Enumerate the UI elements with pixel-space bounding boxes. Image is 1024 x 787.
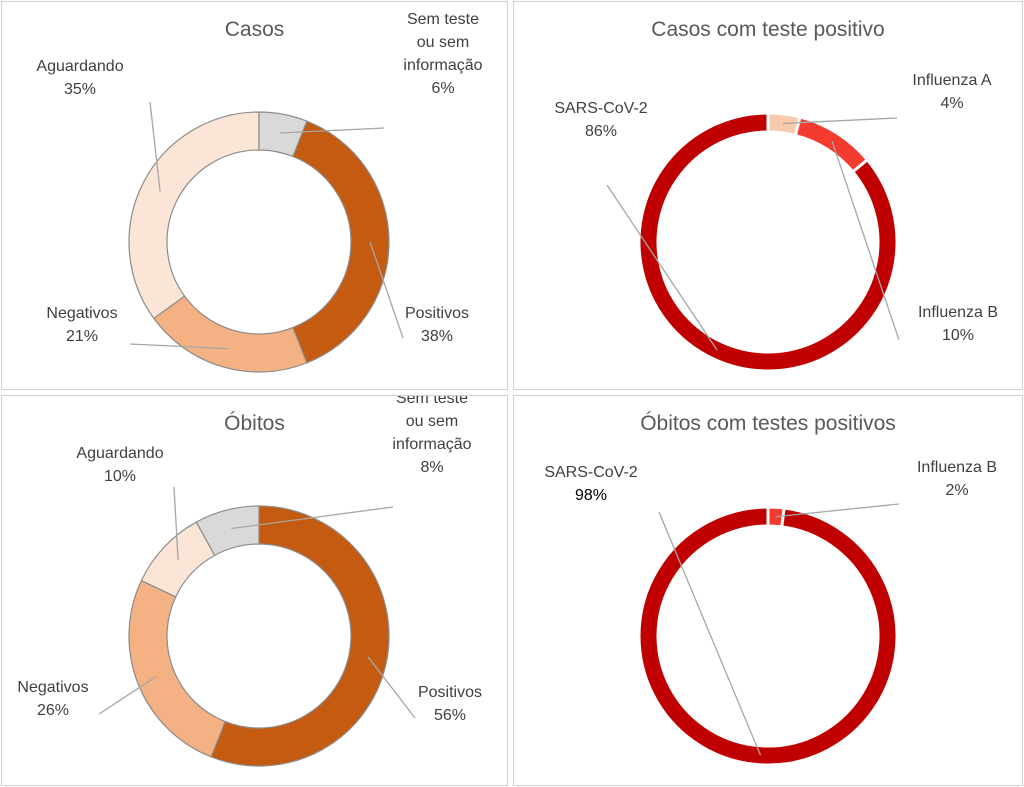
data-label-category: Aguardando (36, 58, 123, 75)
data-label-value: 2% (945, 482, 968, 499)
leader-line (367, 656, 416, 719)
data-label-value: 4% (940, 95, 963, 112)
data-label-category: Aguardando (76, 445, 163, 462)
data-labels: Influenza B 2% SARS-CoV-2 98% (544, 459, 997, 504)
data-label-category: Negativos (46, 305, 117, 322)
data-label-category: Sem teste (396, 396, 468, 407)
slice-influenza-b (793, 115, 870, 174)
data-label-value: 21% (66, 328, 98, 345)
data-label-value: 26% (37, 702, 69, 719)
slice-aguardando (128, 111, 260, 320)
leader-line (775, 503, 900, 518)
slice-sem-teste-ou-sem-informa-o (258, 111, 308, 158)
data-label-value: 86% (585, 123, 617, 140)
slices (637, 505, 899, 767)
data-label-category: ou sem (417, 34, 469, 51)
data-label-category: Positivos (405, 305, 469, 322)
leader-line (831, 140, 900, 341)
panel-obitos: Óbitos Positivos 56% Negativos 26% Aguardand… (1, 395, 508, 786)
slice-negativos (128, 579, 226, 758)
data-label-category: SARS-CoV-2 (544, 464, 637, 481)
slices (128, 111, 390, 373)
data-label-category: Negativos (17, 679, 88, 696)
slice-negativos (152, 295, 308, 373)
donut-chart-casos-positivos: Influenza A 4% Influenza B 10% SARS-CoV-2 86% (554, 72, 998, 373)
leader-line (606, 184, 718, 351)
donut-chart-obitos: Positivos 56% Negativos 26% Aguardando 10% Sem… (17, 396, 482, 767)
data-label-category: Influenza B (918, 304, 998, 321)
data-label-value: 10% (104, 468, 136, 485)
data-label-category: informação (403, 57, 482, 74)
leader-line (369, 241, 404, 339)
chart-title: Óbitos (224, 412, 285, 435)
data-label-value: 6% (431, 80, 454, 97)
slice-positivos (210, 505, 390, 767)
data-label-category: Influenza B (917, 459, 997, 476)
donut-chart-obitos-positivos: Influenza B 2% SARS-CoV-2 98% (544, 459, 997, 767)
leader-line (658, 511, 762, 756)
leader-line (129, 343, 229, 350)
leader-line (279, 127, 385, 134)
leader-line (782, 117, 898, 125)
leader-line (149, 101, 161, 192)
chart-title: Casos (224, 18, 285, 41)
data-labels: Positivos 56% Negativos 26% Aguardando 10% Sem… (17, 396, 482, 724)
data-label-category: Sem teste (407, 11, 479, 28)
data-label-value: 8% (420, 459, 443, 476)
leader-lines (658, 503, 900, 756)
data-label-category: ou sem (406, 413, 458, 430)
data-label-category: Positivos (418, 684, 482, 701)
donut-chart-casos: Positivos 38% Negativos 21% Aguardando 35% Sem… (36, 11, 483, 373)
data-label-category: informação (392, 436, 471, 453)
data-labels: Positivos 38% Negativos 21% Aguardando 35% Sem… (36, 11, 482, 345)
leader-line (98, 676, 157, 715)
slice-sars-cov-2 (637, 505, 899, 767)
leader-line (231, 506, 394, 530)
data-label-value: 38% (421, 328, 453, 345)
panel-casos: Casos Positivos 38% Negativos 21% Aguardando… (1, 1, 508, 390)
leader-line (173, 486, 179, 561)
data-label-category: Influenza A (912, 72, 992, 89)
slices (128, 505, 390, 767)
slices (637, 111, 899, 373)
panel-casos-positivos: Casos com teste positivo Influenza A 4% In… (513, 1, 1023, 390)
panel-obitos-positivos: Óbitos com testes positivos Influenza B 2… (513, 395, 1023, 786)
leader-lines (129, 101, 404, 350)
data-label-category: SARS-CoV-2 (554, 100, 647, 117)
data-label-value: 98% (575, 487, 607, 504)
data-label-value: 35% (64, 81, 96, 98)
leader-lines (606, 117, 900, 351)
data-labels: Influenza A 4% Influenza B 10% SARS-CoV-2 86% (554, 72, 998, 344)
chart-title: Óbitos com testes positivos (640, 412, 896, 435)
slice-sars-cov-2 (637, 111, 899, 373)
chart-title: Casos com teste positivo (651, 18, 885, 41)
data-label-value: 10% (942, 327, 974, 344)
leader-lines (98, 486, 416, 719)
data-label-value: 56% (434, 707, 466, 724)
slice-positivos (292, 120, 390, 364)
